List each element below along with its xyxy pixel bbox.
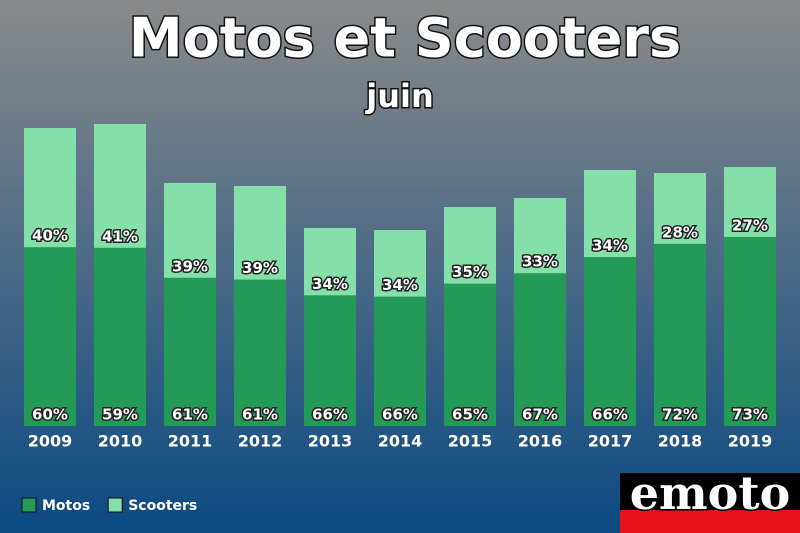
value-label: 27%: [732, 216, 768, 234]
x-tick-label: 2014: [378, 432, 423, 451]
bar-segment: [584, 170, 636, 258]
value-label: 28%: [662, 223, 698, 241]
legend-label: Scooters: [128, 498, 197, 514]
bar-segment: [234, 186, 286, 280]
bar-segment: [374, 230, 426, 297]
bar-segment: [514, 273, 566, 426]
value-label: 73%: [732, 406, 768, 424]
value-label: 39%: [172, 257, 208, 275]
value-label: 60%: [32, 406, 68, 424]
logo: emoto: [620, 465, 800, 533]
value-label: 66%: [312, 406, 348, 424]
value-label: 59%: [102, 406, 138, 424]
bar-segment: [94, 247, 146, 426]
value-label: 34%: [382, 276, 418, 294]
bar-segment: [444, 283, 496, 426]
bar-segment: [234, 279, 286, 426]
bar-segment: [444, 207, 496, 284]
chart-subtitle: juin: [364, 77, 434, 115]
bar-segment: [514, 198, 566, 274]
value-label: 72%: [662, 406, 698, 424]
bar-segment: [374, 296, 426, 426]
bar-segment: [164, 183, 216, 278]
x-tick-label: 2018: [658, 432, 703, 451]
value-label: 35%: [452, 263, 488, 281]
x-tick-label: 2009: [28, 432, 73, 451]
value-label: 41%: [102, 227, 138, 245]
x-tick-label: 2019: [728, 432, 773, 451]
value-label: 66%: [382, 406, 418, 424]
value-label: 39%: [242, 259, 278, 277]
legend-label: Motos: [42, 498, 90, 514]
bar-segment: [724, 236, 776, 426]
value-label: 65%: [452, 406, 488, 424]
logo-text: emoto: [630, 466, 791, 520]
value-label: 34%: [312, 275, 348, 293]
chart-title: Motos et Scooters: [129, 7, 681, 70]
bar-segment: [654, 243, 706, 426]
logo-band: [620, 510, 800, 533]
x-tick-label: 2017: [588, 432, 633, 451]
bar-segment: [94, 124, 146, 248]
bar-segment: [164, 277, 216, 426]
x-tick-label: 2012: [238, 432, 283, 451]
bar-segment: [304, 228, 356, 296]
x-tick-label: 2013: [308, 432, 353, 451]
legend-swatch: [21, 497, 37, 513]
bar-segment: [724, 167, 776, 237]
value-label: 61%: [242, 406, 278, 424]
value-label: 34%: [592, 237, 628, 255]
x-tick-label: 2010: [98, 432, 143, 451]
value-label: 40%: [32, 227, 68, 245]
value-label: 33%: [522, 253, 558, 271]
bar-segment: [24, 247, 76, 426]
x-tick-label: 2015: [448, 432, 493, 451]
bar-segment: [304, 295, 356, 426]
x-tick-label: 2011: [168, 432, 213, 451]
value-label: 66%: [592, 406, 628, 424]
bar-segment: [584, 257, 636, 426]
bar-segment: [654, 173, 706, 244]
value-label: 61%: [172, 406, 208, 424]
x-tick-label: 2016: [518, 432, 563, 451]
bar-segment: [24, 128, 76, 248]
legend-swatch: [107, 497, 123, 513]
value-label: 67%: [522, 406, 558, 424]
